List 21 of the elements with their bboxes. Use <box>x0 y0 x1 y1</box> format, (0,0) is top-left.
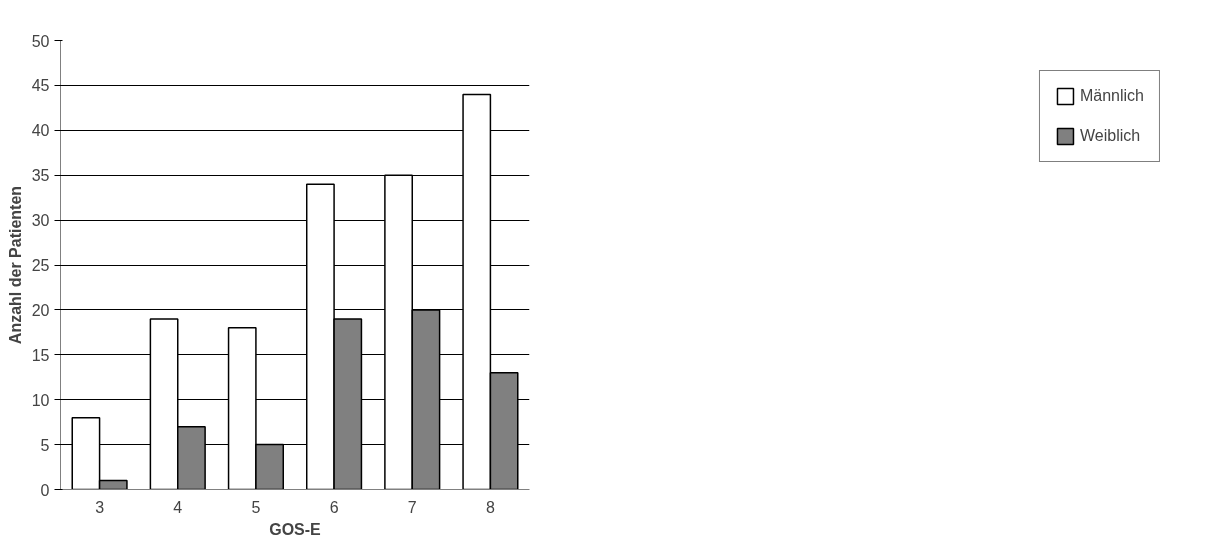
y-tick-label: 15 <box>31 346 50 364</box>
y-axis-title: Anzahl der Patienten <box>6 185 24 345</box>
x-tick-label: 4 <box>173 498 183 516</box>
x-tick-label: 8 <box>485 498 495 516</box>
x-tick-label: 5 <box>251 498 261 516</box>
y-tick-label: 20 <box>31 301 50 319</box>
y-tick-label: 5 <box>40 436 50 454</box>
x-axis-title: GOS-E <box>269 520 322 538</box>
x-tick-label: 7 <box>407 498 417 516</box>
y-tick-label: 10 <box>31 391 50 409</box>
y-tick-label: 50 <box>31 32 50 50</box>
y-tick-label: 45 <box>31 77 50 95</box>
y-tick-label: 35 <box>31 167 50 185</box>
y-tick-label: 40 <box>31 122 50 140</box>
legend-label: Weiblich <box>1079 127 1141 145</box>
x-tick-label: 6 <box>329 498 339 516</box>
y-tick-label: 0 <box>40 481 50 499</box>
legend-label: Männlich <box>1079 87 1144 105</box>
y-tick-label: 30 <box>31 212 50 230</box>
y-tick-label: 25 <box>31 257 50 274</box>
x-tick-label: 3 <box>95 498 105 516</box>
